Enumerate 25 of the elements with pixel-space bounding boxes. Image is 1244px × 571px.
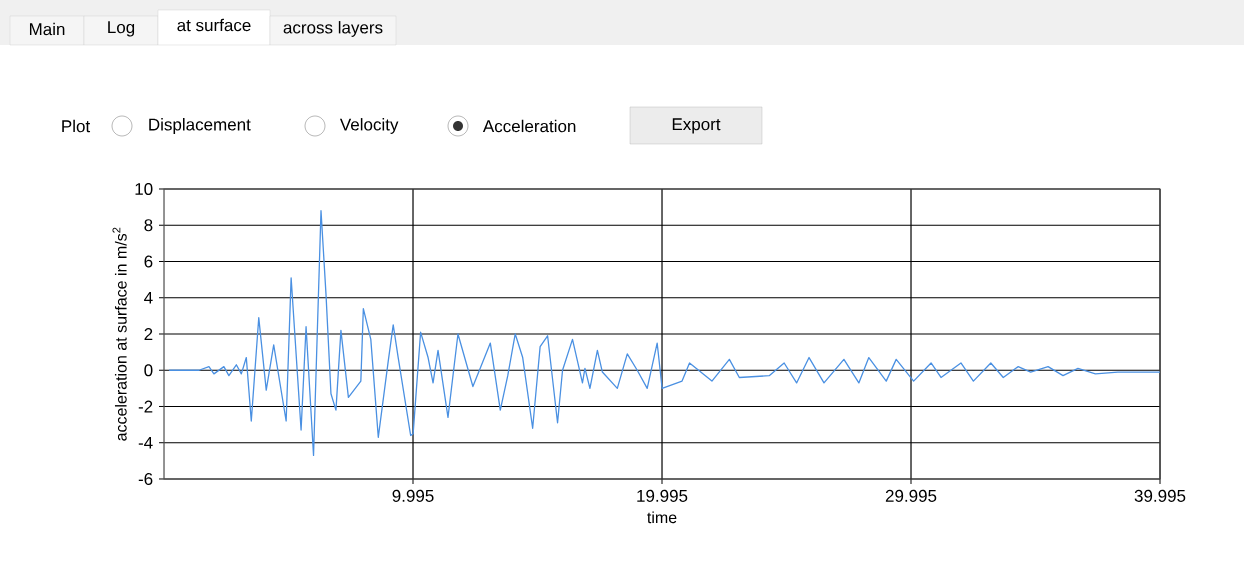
y-tick-label: 6 [144,255,153,268]
text: Export [672,118,721,134]
text: Plot [62,119,91,133]
y-axis-title: acceleration at surface in m/s$^{2}$ [112,227,127,441]
x-axis-title: time [647,511,677,524]
y-tick-label: 2 [144,328,153,340]
text: Displacement [149,118,251,134]
text: Main [29,22,65,36]
y-tick-label: -4 [138,436,153,449]
x-tick-label: 29.995 [885,489,937,502]
text: across layers [283,21,383,37]
y-tick-label: -2 [138,400,153,413]
text: Log [108,21,135,37]
y-tick-label: 4 [144,291,153,304]
y-tick-label: -6 [138,472,153,486]
y-tick-label: 8 [144,219,153,232]
text: at surface [177,18,251,32]
line-series [168,210,1161,457]
text: Velocity [339,118,399,134]
y-tick-label: 10 [135,182,153,196]
x-tick-label: 19.995 [637,489,688,502]
y-tick-label: 0 [144,364,153,377]
x-tick-label: 39.995 [1134,489,1186,502]
text: Acceleration [482,119,576,133]
x-tick-label: 9.995 [392,489,434,502]
